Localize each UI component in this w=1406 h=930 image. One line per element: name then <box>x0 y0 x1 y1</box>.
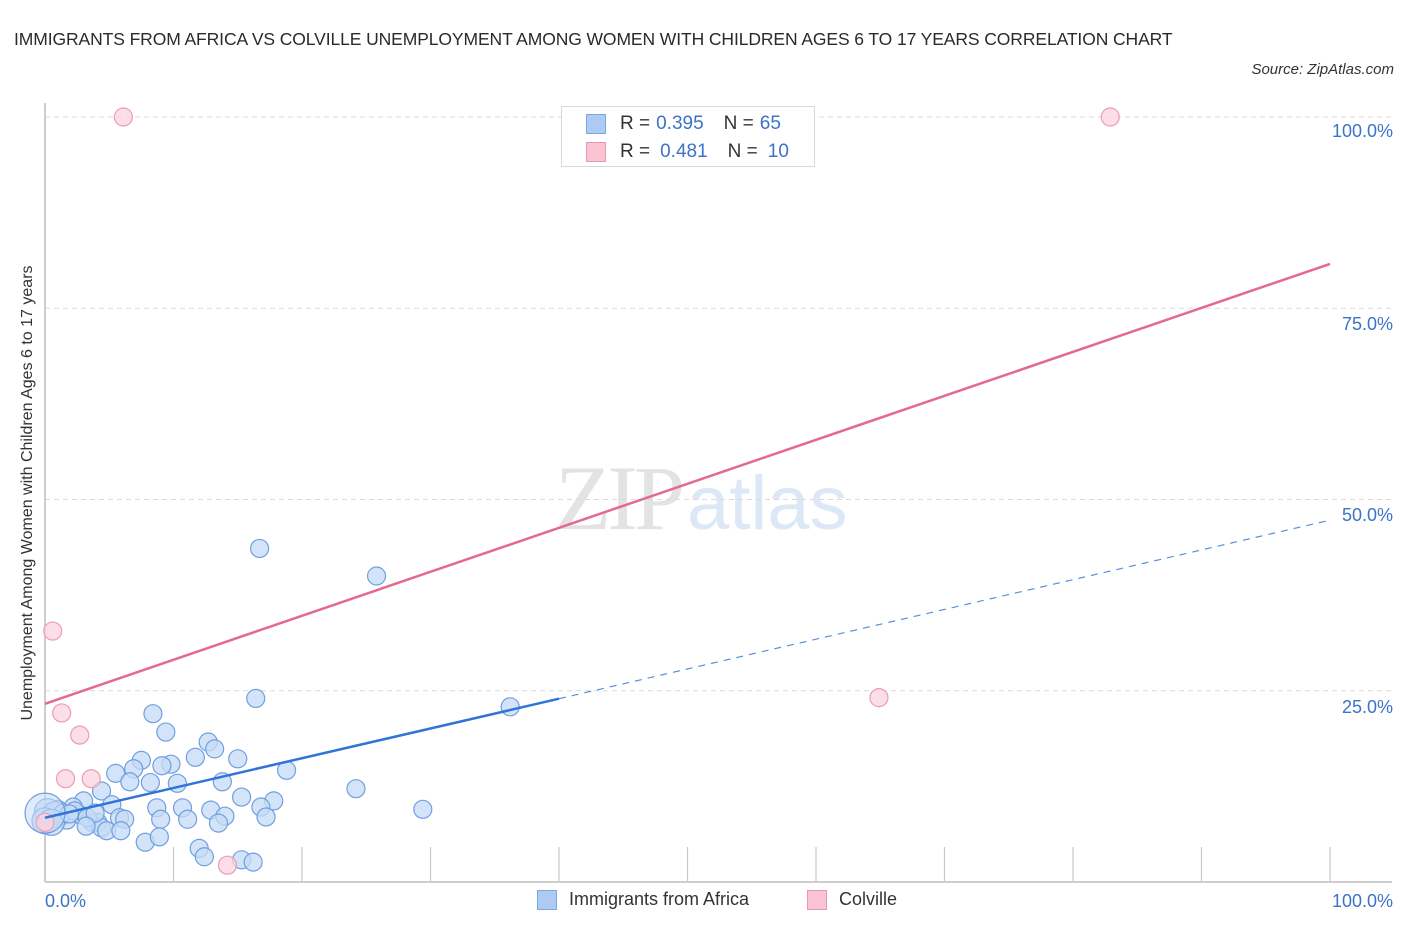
trend-line-colville <box>44 262 1331 705</box>
gridlines <box>45 116 1392 692</box>
data-point <box>194 847 214 867</box>
data-point <box>152 756 172 776</box>
series-immigrants-from-africa-points <box>24 538 520 872</box>
chart-title: IMMIGRANTS FROM AFRICA VS COLVILLE UNEMP… <box>14 29 1173 49</box>
series-colville-points <box>35 107 1120 875</box>
data-point <box>76 816 96 836</box>
legend-row-colville: R = 0.481 N = 10 <box>586 140 789 164</box>
r-value: 0.395 <box>656 113 704 134</box>
data-point <box>149 827 169 847</box>
trend-lines <box>44 262 1331 819</box>
correlation-legend: R = 0.395 N = 65 R = 0.481 N = 10 <box>561 106 815 167</box>
data-point <box>140 772 160 793</box>
n-value: 65 <box>759 113 781 134</box>
data-point <box>256 807 276 827</box>
data-point <box>55 769 76 789</box>
y-tick-50: 50.0% <box>1341 505 1393 525</box>
data-point <box>52 703 72 723</box>
n-label: N = <box>723 113 754 134</box>
data-point <box>249 538 270 559</box>
x-tick-100: 100.0% <box>1331 891 1393 911</box>
r-value: 0.481 <box>660 141 708 162</box>
data-point <box>243 852 263 872</box>
trend-line-immigrants-from-africa <box>44 697 560 819</box>
data-point <box>185 747 205 767</box>
data-point <box>228 749 248 769</box>
data-point <box>500 697 520 717</box>
data-point <box>366 566 387 586</box>
data-point <box>70 725 90 745</box>
data-point <box>143 704 163 724</box>
data-point <box>178 809 198 829</box>
data-point <box>156 722 176 742</box>
source-label: Source: ZipAtlas.com <box>1251 61 1394 78</box>
n-value: 10 <box>767 141 789 162</box>
legend-item-immigrants-from-africa[interactable]: Immigrants from Africa <box>537 889 749 910</box>
data-point <box>91 781 112 801</box>
data-point <box>43 621 63 641</box>
legend-label: Colville <box>839 889 898 909</box>
data-point <box>151 809 171 829</box>
legend-item-colville[interactable]: Colville <box>807 889 897 910</box>
y-tick-25: 25.0% <box>1341 697 1393 717</box>
r-label: R = <box>620 113 651 134</box>
data-point <box>205 739 225 759</box>
legend-swatch-blue <box>537 889 557 910</box>
legend-swatch-blue <box>586 114 606 134</box>
data-point <box>85 803 105 823</box>
legend-swatch-pink <box>586 142 606 162</box>
axes <box>44 103 1392 883</box>
legend-swatch-pink <box>807 889 827 910</box>
data-point <box>1100 107 1120 127</box>
data-point <box>232 787 252 807</box>
y-tick-100: 100.0% <box>1331 121 1393 141</box>
x-tick-0: 0.0% <box>45 891 87 911</box>
r-label: R = <box>620 141 651 162</box>
data-point <box>106 763 126 783</box>
data-point <box>346 779 366 799</box>
data-point <box>81 769 101 789</box>
legend-label: Immigrants from Africa <box>569 889 750 909</box>
data-point <box>208 813 229 833</box>
data-point <box>413 799 433 819</box>
trend-line-extension <box>558 519 1331 700</box>
y-axis-label: Unemployment Among Women with Children A… <box>19 265 36 721</box>
data-point <box>217 855 238 875</box>
data-point <box>246 688 266 709</box>
data-point <box>869 688 889 708</box>
data-point <box>120 772 140 792</box>
data-point <box>111 821 131 841</box>
data-point <box>113 107 133 127</box>
n-label: N = <box>727 141 758 162</box>
y-tick-75: 75.0% <box>1341 314 1393 334</box>
legend-row-immigrants-from-africa: R = 0.395 N = 65 <box>586 112 781 136</box>
